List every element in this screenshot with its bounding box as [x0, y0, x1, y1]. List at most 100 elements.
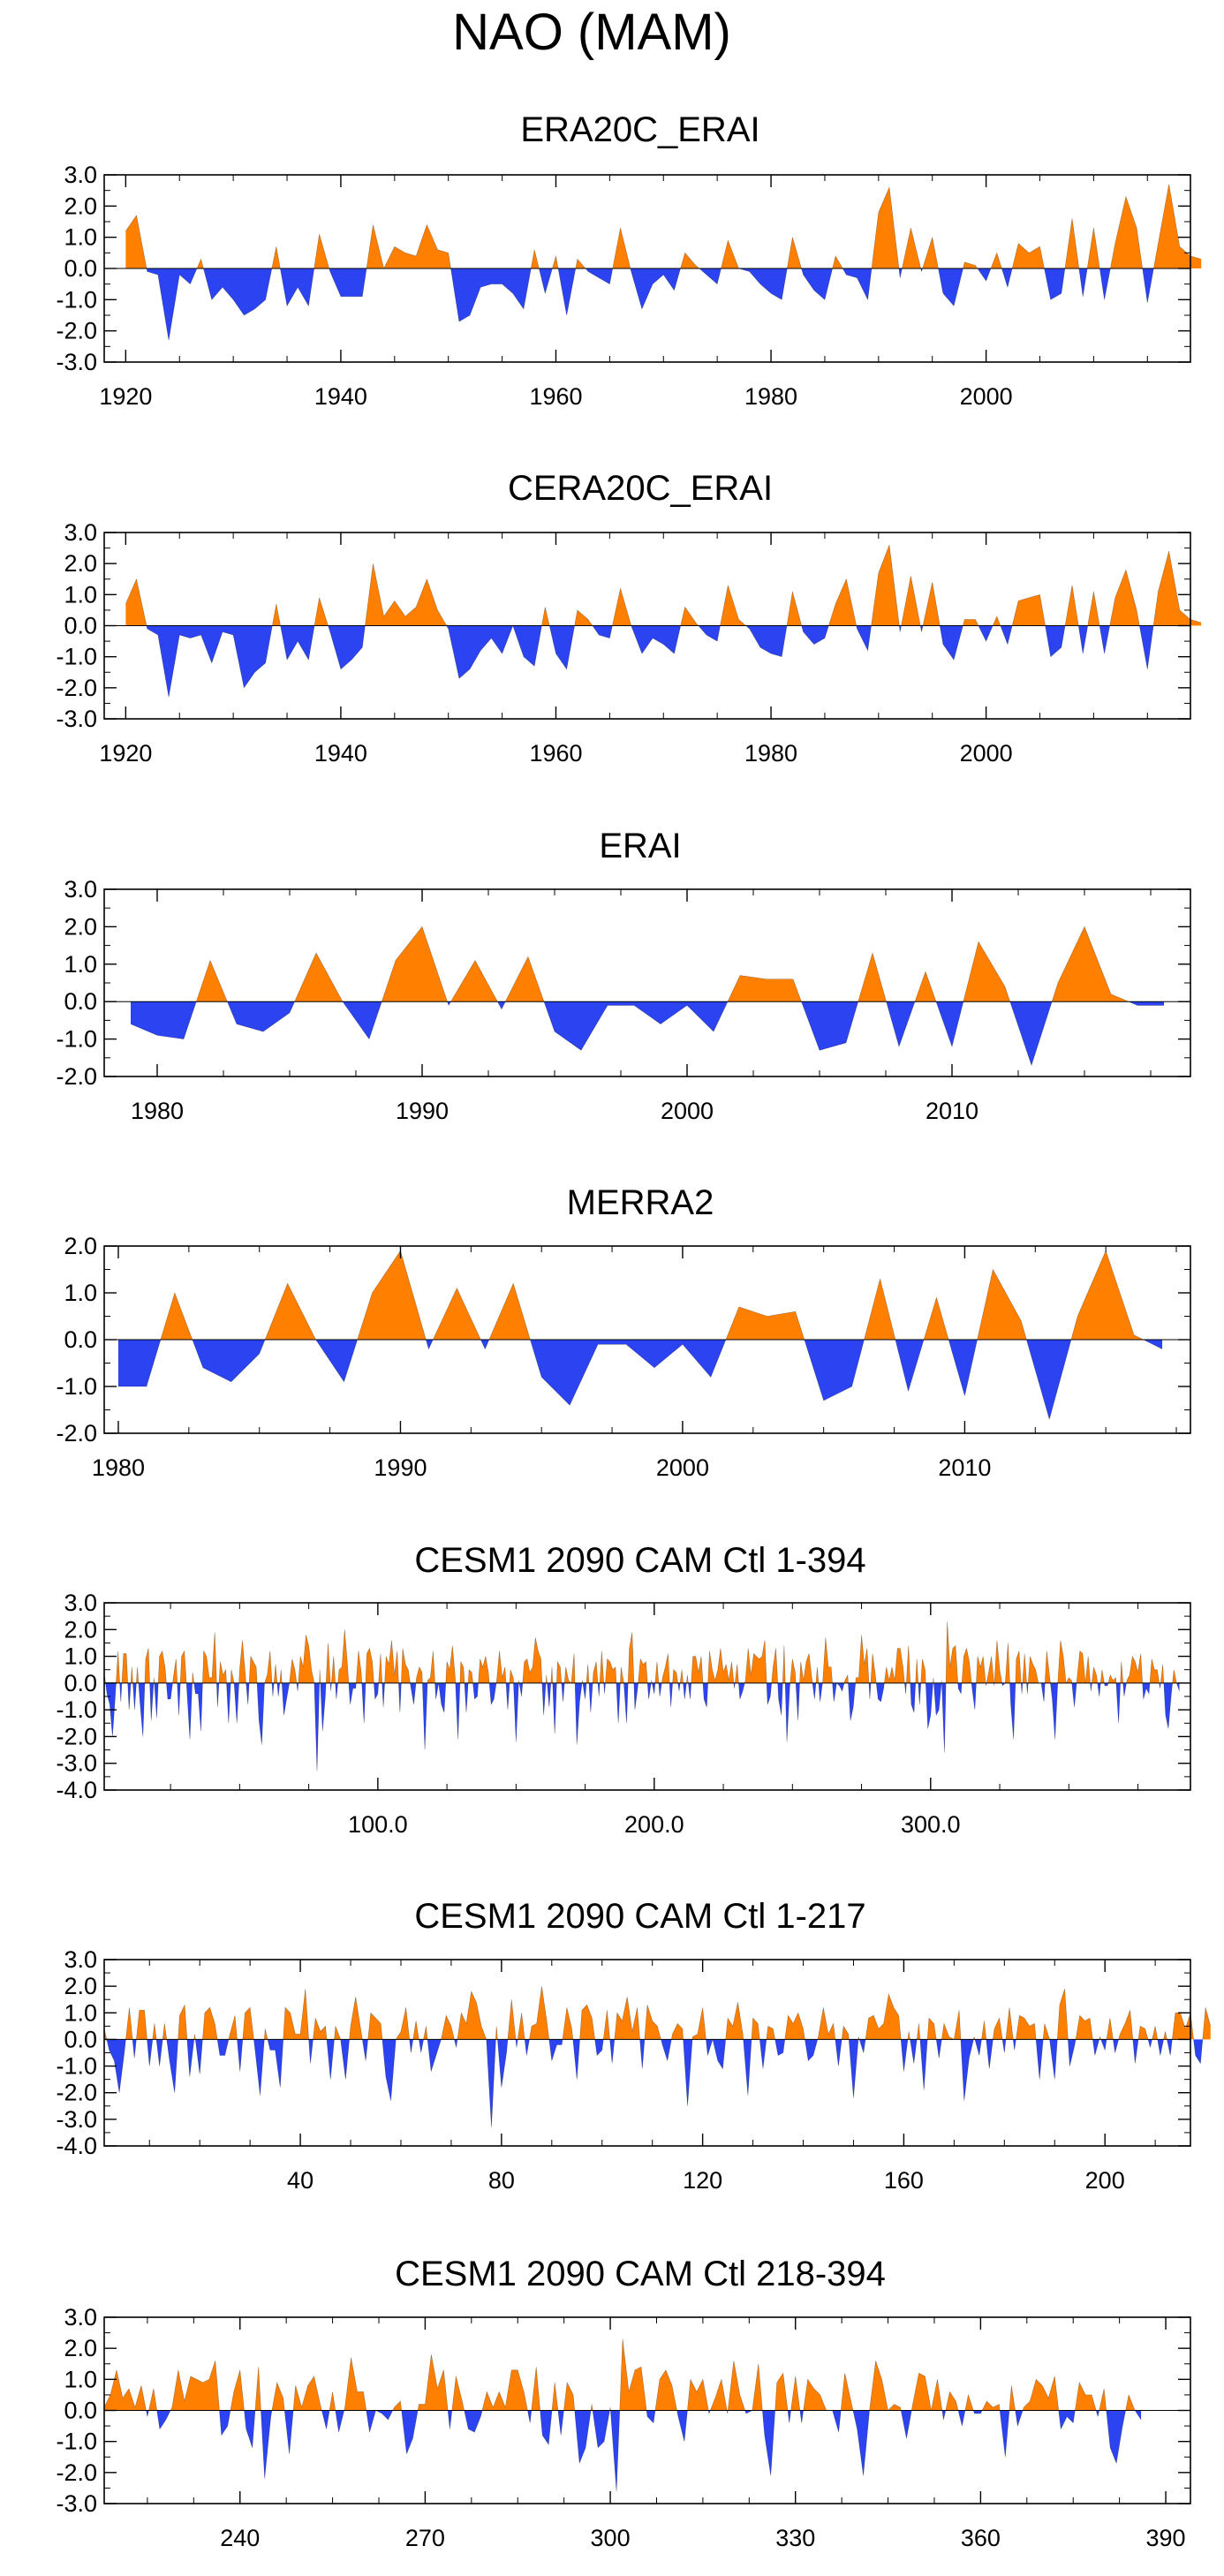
y-tick-label: -3.0: [56, 706, 97, 732]
x-tick-label: 1980: [92, 1454, 145, 1481]
x-tick-label: 2000: [661, 1098, 714, 1124]
panel-title: CESM1 2090 CAM Ctl 1-217: [414, 1897, 865, 1936]
y-tick-label: 1.0: [64, 581, 97, 608]
series-line: [117, 1250, 1163, 1421]
x-tick-label: 40: [287, 2167, 314, 2194]
x-tick-label: 1980: [744, 383, 797, 410]
panel-5: CESM1 2090 CAM Ctl 1-394 3.02.01.00.0-1.0…: [56, 1541, 1191, 1838]
y-tick-label: 0.0: [64, 1670, 97, 1696]
plot-frame: [103, 1602, 1191, 1791]
x-tick-label: 360: [961, 2525, 1001, 2551]
series-line: [103, 1621, 1180, 1771]
panel-title: ERAI: [599, 827, 681, 865]
x-tick-label: 1940: [314, 740, 367, 767]
series-line: [125, 544, 1202, 698]
y-tick-label: -2.0: [56, 2080, 97, 2106]
x-tick-label: 2000: [960, 383, 1013, 410]
y-tick-label: -2.0: [56, 1420, 97, 1447]
y-tick-label: -1.0: [56, 286, 97, 313]
x-tick-label: 200.0: [624, 1811, 684, 1838]
x-tick-label: 1920: [99, 383, 152, 410]
x-tick-label: 1940: [314, 383, 367, 410]
panel-2: CERA20C_ERAI 3.0 2.0 1.0 0.0 -1.0 -2.0 -3.01920…: [56, 469, 1202, 767]
y-tick-label: -1.0: [56, 644, 97, 670]
y-tick-label: 3.0: [64, 2304, 97, 2330]
x-tick-label: 1990: [396, 1098, 449, 1124]
x-tick-label: 1960: [529, 740, 582, 767]
positive-area: [104, 2338, 1142, 2411]
y-tick-label: 1.0: [64, 1643, 97, 1670]
panel-4: MERRA2 2.0 1.0 0.0 -1.0 -2.0 1980 1990 2000 2010: [56, 1183, 1191, 1481]
y-tick-label: 2.0: [64, 550, 97, 577]
x-tick-label: 300: [591, 2525, 631, 2551]
negative-area: [104, 1682, 1180, 1771]
x-tick-label: 1960: [529, 383, 582, 410]
series-line: [125, 184, 1202, 341]
positive-area: [117, 1250, 1163, 1340]
y-tick-label: 1.0: [64, 2366, 97, 2392]
x-tick-label: 1990: [374, 1454, 427, 1481]
y-tick-label: -3.0: [56, 349, 97, 375]
y-tick-label: 2.0: [64, 1616, 97, 1643]
y-tick-label: 1.0: [64, 951, 97, 978]
negative-area: [104, 2039, 1211, 2127]
plot-frame: [103, 1959, 1191, 2147]
x-tick-label: 390: [1146, 2525, 1186, 2551]
positive-area: [125, 545, 1202, 626]
y-tick-label: 0.0: [64, 613, 97, 639]
y-tick-label: -4.0: [56, 1777, 97, 1803]
x-tick-label: 2010: [926, 1098, 978, 1124]
y-tick-label: 0.0: [64, 988, 97, 1015]
y-tick-label: 2.0: [64, 1973, 97, 1999]
series-line: [130, 925, 1164, 1067]
negative-area: [117, 1340, 1163, 1420]
y-tick-label: 1.0: [64, 1280, 97, 1306]
x-tick-label: 240: [220, 2525, 260, 2551]
x-tick-label: 120: [683, 2167, 722, 2194]
y-tick-label: 2.0: [64, 193, 97, 219]
panel-title: CESM1 2090 CAM Ctl 218-394: [395, 2255, 886, 2293]
x-tick-label: 200: [1085, 2167, 1125, 2194]
panel-title: ERA20C_ERAI: [520, 110, 759, 149]
x-tick-label: 270: [405, 2525, 445, 2551]
x-tick-label: 1980: [744, 740, 797, 767]
y-tick-label: 1.0: [64, 224, 97, 251]
x-tick-label: 160: [884, 2167, 924, 2194]
y-tick-label: 0.0: [64, 1326, 97, 1353]
y-tick-label: 0.0: [64, 2026, 97, 2052]
y-tick-label: 3.0: [64, 1590, 97, 1616]
y-tick-label: 3.0: [64, 1946, 97, 1973]
negative-area: [131, 1001, 1164, 1066]
x-tick-label: 1980: [131, 1098, 184, 1124]
x-tick-label: 2000: [656, 1454, 709, 1481]
y-tick-label: 3.0: [64, 519, 97, 546]
y-tick-label: -2.0: [56, 2459, 97, 2486]
panel-title: CESM1 2090 CAM Ctl 1-394: [414, 1541, 865, 1580]
y-tick-label: -3.0: [56, 2490, 97, 2517]
x-tick-label: 80: [488, 2167, 515, 2194]
y-tick-label: -3.0: [56, 2106, 97, 2133]
x-tick-label: 100.0: [348, 1811, 408, 1838]
figure-title: NAO (MAM): [452, 4, 731, 61]
y-tick-label: -2.0: [56, 675, 97, 701]
panel-3: ERAI 3.0 2.0 1.0 0.0 -1.0 -2.0 1980 1990 2000 2010: [56, 827, 1191, 1124]
y-tick-label: -3.0: [56, 1750, 97, 1777]
positive-area: [131, 926, 1164, 1002]
positive-area: [104, 1621, 1180, 1683]
y-tick-label: -1.0: [56, 2429, 97, 2455]
y-tick-label: 3.0: [64, 162, 97, 188]
panel-title: CERA20C_ERAI: [508, 469, 773, 508]
y-tick-label: 2.0: [64, 1233, 97, 1259]
y-tick-label: -2.0: [56, 1723, 97, 1749]
x-tick-label: 2010: [938, 1454, 991, 1481]
y-tick-label: -4.0: [56, 2133, 97, 2159]
x-tick-label: 300.0: [901, 1811, 961, 1838]
negative-area: [104, 2410, 1142, 2491]
positive-area: [104, 1986, 1211, 2040]
y-tick-label: 3.0: [64, 876, 97, 903]
panel-6: CESM1 2090 CAM Ctl 1-217 3.02.01.00.0-1.0…: [56, 1897, 1212, 2194]
y-tick-label: 0.0: [64, 255, 97, 282]
x-tick-label: 330: [775, 2525, 815, 2551]
y-tick-label: 1.0: [64, 1999, 97, 2026]
